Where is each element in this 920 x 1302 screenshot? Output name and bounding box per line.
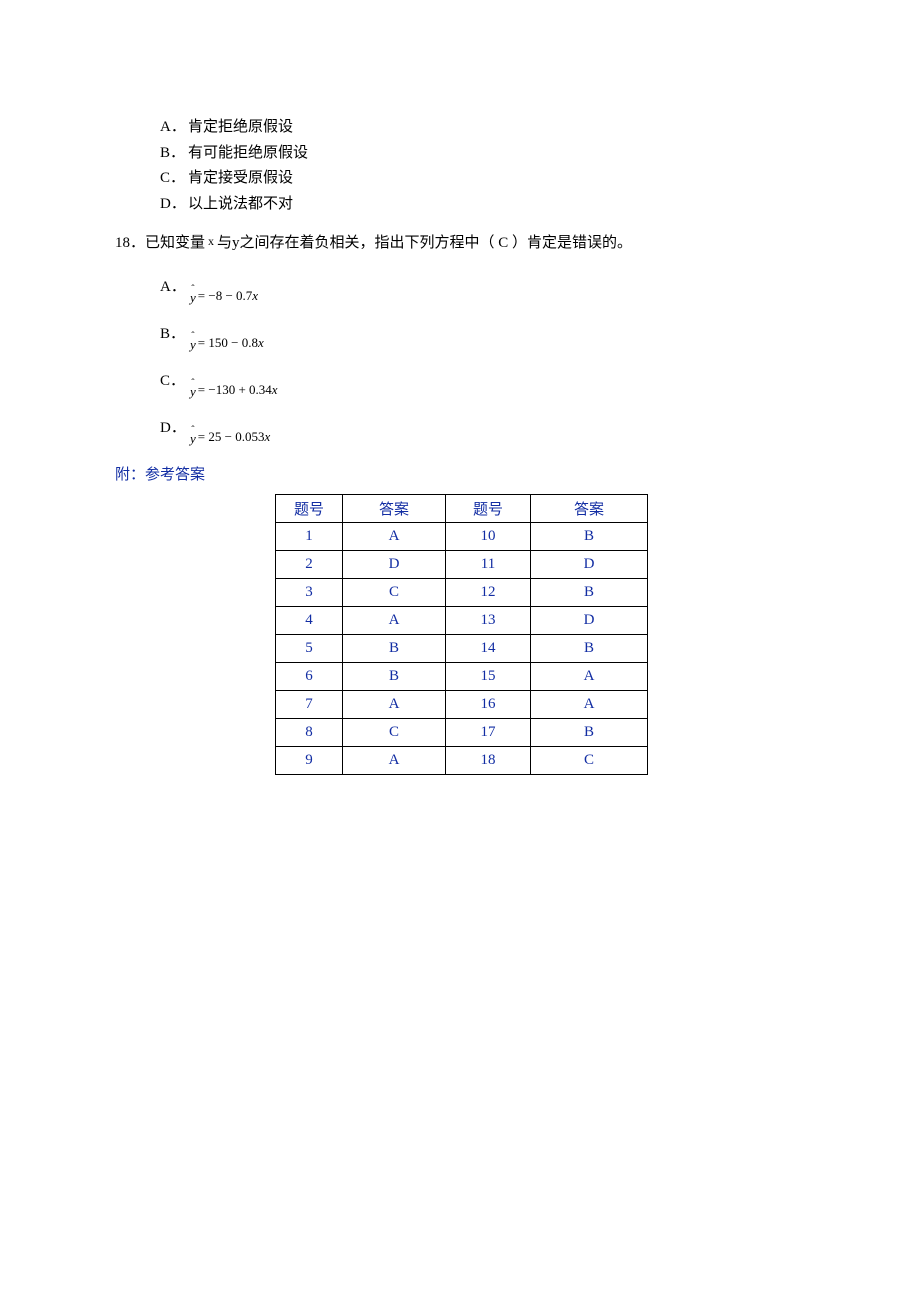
option-label: D． <box>160 416 190 437</box>
y-hat-symbol: ˆy <box>190 286 196 304</box>
equation: ˆy = −8 − 0.7x <box>190 286 258 304</box>
header-question-no: 题号 <box>276 494 343 522</box>
q18-prefix: 18．已知变量 <box>115 235 205 251</box>
table-row: 5 B 14 B <box>276 634 648 662</box>
cell-answer: A <box>343 690 446 718</box>
option-text: 肯定接受原假设 <box>188 166 293 192</box>
cell-answer: B <box>531 718 648 746</box>
cell-qnum: 2 <box>276 550 343 578</box>
q18-variable-x: x <box>205 234 217 248</box>
q18-stem: 18．已知变量 x 与y之间存在着负相关，指出下列方程中（ C ）肯定是错误的。 <box>115 231 920 257</box>
cell-answer: A <box>531 662 648 690</box>
cell-qnum: 12 <box>446 578 531 606</box>
cell-qnum: 10 <box>446 522 531 550</box>
answer-key-heading: 附：参考答案 <box>115 463 920 484</box>
cell-answer: C <box>343 718 446 746</box>
header-question-no: 题号 <box>446 494 531 522</box>
q17-option-d: D． 以上说法都不对 <box>160 192 920 218</box>
option-text: 以上说法都不对 <box>188 192 293 218</box>
cell-qnum: 1 <box>276 522 343 550</box>
header-answer: 答案 <box>343 494 446 522</box>
cell-answer: A <box>343 522 446 550</box>
cell-qnum: 14 <box>446 634 531 662</box>
y-hat-symbol: ˆy <box>190 380 196 398</box>
option-text: 肯定拒绝原假设 <box>188 115 293 141</box>
table-row: 1 A 10 B <box>276 522 648 550</box>
option-text: 有可能拒绝原假设 <box>188 141 308 167</box>
option-label: C． <box>160 166 188 192</box>
equation-rhs: = 25 − 0.053x <box>198 429 270 445</box>
y-hat-symbol: ˆy <box>190 427 196 445</box>
cell-answer: C <box>343 578 446 606</box>
exam-page: A． 肯定拒绝原假设 B． 有可能拒绝原假设 C． 肯定接受原假设 D． 以上说… <box>0 0 920 1302</box>
y-hat-symbol: ˆy <box>190 333 196 351</box>
equation: ˆy = 25 − 0.053x <box>190 427 270 445</box>
table-row: 8 C 17 B <box>276 718 648 746</box>
cell-qnum: 4 <box>276 606 343 634</box>
equation-rhs: = −8 − 0.7x <box>198 288 258 304</box>
cell-answer: D <box>531 606 648 634</box>
equation-rhs: = −130 + 0.34x <box>198 382 278 398</box>
q18-option-c: C． ˆy = −130 + 0.34x <box>160 369 920 398</box>
cell-qnum: 7 <box>276 690 343 718</box>
table-row: 9 A 18 C <box>276 746 648 774</box>
cell-answer: A <box>343 606 446 634</box>
cell-qnum: 6 <box>276 662 343 690</box>
cell-answer: B <box>531 634 648 662</box>
cell-answer: D <box>343 550 446 578</box>
q18-mid: 与y之间存在着负相关，指出下列方程中（ C ）肯定是错误的。 <box>217 235 632 251</box>
equation: ˆy = −130 + 0.34x <box>190 380 278 398</box>
cell-answer: B <box>531 578 648 606</box>
cell-qnum: 18 <box>446 746 531 774</box>
q18-option-d: D． ˆy = 25 − 0.053x <box>160 416 920 445</box>
q17-option-c: C． 肯定接受原假设 <box>160 166 920 192</box>
cell-answer: A <box>531 690 648 718</box>
q17-options: A． 肯定拒绝原假设 B． 有可能拒绝原假设 C． 肯定接受原假设 D． 以上说… <box>160 115 920 217</box>
cell-answer: D <box>531 550 648 578</box>
option-label: B． <box>160 141 188 167</box>
cell-answer: A <box>343 746 446 774</box>
cell-qnum: 17 <box>446 718 531 746</box>
cell-answer: B <box>343 662 446 690</box>
table-row: 6 B 15 A <box>276 662 648 690</box>
cell-qnum: 9 <box>276 746 343 774</box>
cell-qnum: 8 <box>276 718 343 746</box>
table-row: 4 A 13 D <box>276 606 648 634</box>
q17-option-a: A． 肯定拒绝原假设 <box>160 115 920 141</box>
cell-qnum: 13 <box>446 606 531 634</box>
table-row: 2 D 11 D <box>276 550 648 578</box>
cell-qnum: 5 <box>276 634 343 662</box>
header-answer: 答案 <box>531 494 648 522</box>
cell-qnum: 3 <box>276 578 343 606</box>
option-label: A． <box>160 275 190 296</box>
table-header-row: 题号 答案 题号 答案 <box>276 494 648 522</box>
cell-qnum: 15 <box>446 662 531 690</box>
cell-qnum: 11 <box>446 550 531 578</box>
option-label: B． <box>160 322 190 343</box>
cell-answer: B <box>343 634 446 662</box>
q18-option-b: B． ˆy = 150 − 0.8x <box>160 322 920 351</box>
equation: ˆy = 150 − 0.8x <box>190 333 264 351</box>
option-label: D． <box>160 192 188 218</box>
q18-option-a: A． ˆy = −8 − 0.7x <box>160 275 920 304</box>
option-label: A． <box>160 115 188 141</box>
answer-table: 题号 答案 题号 答案 1 A 10 B 2 D 11 D 3 C 12 B <box>275 494 648 775</box>
cell-qnum: 16 <box>446 690 531 718</box>
option-label: C． <box>160 369 190 390</box>
table-row: 7 A 16 A <box>276 690 648 718</box>
equation-rhs: = 150 − 0.8x <box>198 335 264 351</box>
table-row: 3 C 12 B <box>276 578 648 606</box>
q18-options: A． ˆy = −8 − 0.7x B． ˆy = 150 − 0.8x C． <box>160 275 920 445</box>
cell-answer: B <box>531 522 648 550</box>
q17-option-b: B． 有可能拒绝原假设 <box>160 141 920 167</box>
cell-answer: C <box>531 746 648 774</box>
answer-table-container: 题号 答案 题号 答案 1 A 10 B 2 D 11 D 3 C 12 B <box>275 494 920 775</box>
